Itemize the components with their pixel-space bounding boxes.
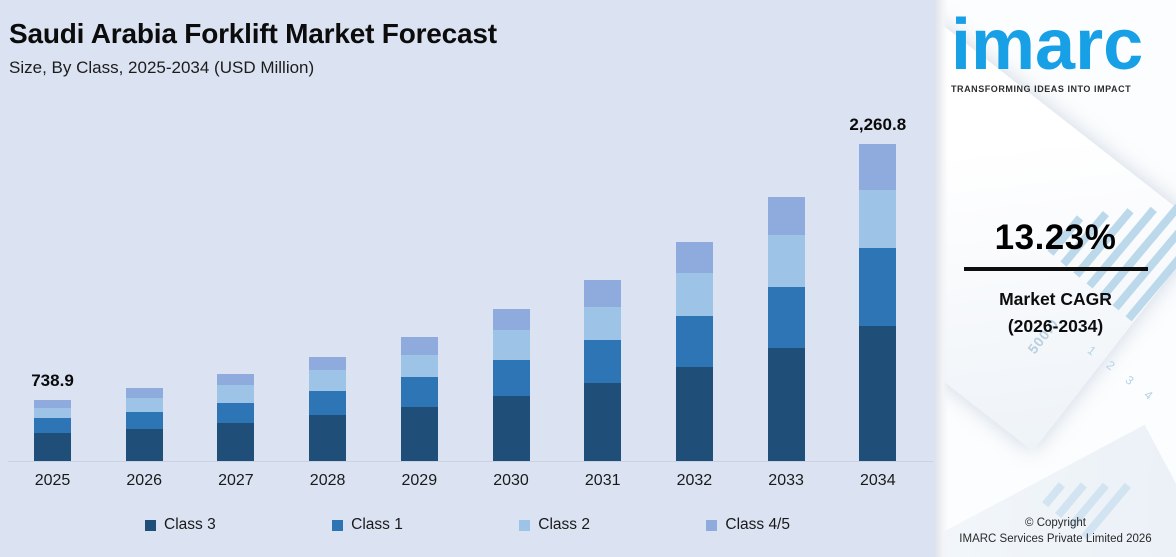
bar-2033: 2033 [767, 197, 805, 489]
copyright: © Copyright IMARC Services Private Limit… [935, 515, 1176, 548]
x-axis-label-2028: 2028 [309, 472, 346, 489]
bar-2032: 2032 [675, 242, 713, 489]
bar-value-label-2025: 738.9 [31, 371, 74, 390]
x-axis-label-2025: 2025 [34, 472, 71, 489]
imarc-tagline: TRANSFORMING IDEAS INTO IMPACT [951, 83, 1132, 94]
bar-segment-class-3 [309, 415, 347, 461]
copyright-line2: IMARC Services Private Limited 2026 [959, 533, 1152, 546]
legend-label: Class 1 [351, 516, 403, 533]
bar-segment-class-4-5 [125, 388, 163, 398]
x-axis-label-2027: 2027 [218, 472, 254, 489]
imarc-logo-text: imarc [951, 5, 1144, 85]
bar-segment-class-3 [859, 326, 897, 461]
x-axis-label-2032: 2032 [676, 472, 713, 489]
chart-subtitle: Size, By Class, 2025-2034 (USD Million) [9, 58, 315, 77]
x-axis-label-2034: 2034 [860, 472, 896, 489]
bar-segment-class-1 [309, 391, 347, 415]
bar-segment-class-3 [34, 433, 71, 461]
cagr-label-line2: (2026-2034) [1007, 316, 1104, 337]
bar-2026: 2026 [125, 388, 163, 489]
bar-segment-class-4-5 [767, 197, 805, 235]
bar-segment-class-1 [859, 248, 897, 326]
bar-segment-class-1 [584, 340, 622, 383]
brand-panel: 500.0 1 2 3 4 imarc TRANSFORMING IDEAS I… [935, 0, 1176, 557]
legend-swatch-icon [145, 519, 156, 531]
x-axis-label-2033: 2033 [768, 472, 804, 489]
bar-segment-class-2 [859, 190, 897, 248]
legend-item-class-4-5: Class 4/5 [706, 516, 790, 534]
legend-label: Class 4/5 [725, 516, 790, 533]
chart-panel: Saudi Arabia Forklift Market Forecast Si… [0, 0, 935, 557]
bar-segment-class-3 [492, 396, 530, 461]
bar-chart: 738.9 2025 2026 2027 2028 2029 2030 2031 2032 203… [0, 100, 935, 489]
copyright-line1: © Copyright [1025, 516, 1086, 529]
bar-segment-class-4-5 [34, 400, 71, 408]
bar-segment-class-2 [309, 370, 347, 391]
bar-segment-class-3 [584, 383, 622, 461]
imarc-logo: imarc TRANSFORMING IDEAS INTO IMPACT [951, 5, 1168, 94]
bar-2028: 2028 [309, 357, 347, 489]
bar-segment-class-4-5 [584, 280, 622, 307]
bar-segment-class-1 [125, 412, 163, 429]
bar-segment-class-2 [675, 273, 713, 316]
legend-item-class-2: Class 2 [519, 516, 590, 534]
bar-2027: 2027 [217, 374, 255, 489]
x-axis-label-2031: 2031 [584, 472, 621, 489]
bar-segment-class-2 [125, 398, 163, 412]
bar-segment-class-3 [400, 407, 438, 461]
bar-segment-class-1 [767, 287, 805, 348]
legend-item-class-3: Class 3 [145, 516, 216, 534]
bar-segment-class-2 [492, 330, 530, 360]
page-title: Saudi Arabia Forklift Market Forecast [9, 18, 497, 49]
bar-segment-class-3 [767, 348, 805, 461]
bar-segment-class-4-5 [309, 357, 347, 370]
x-axis-line [8, 461, 933, 462]
x-axis-label-2029: 2029 [401, 472, 438, 489]
cagr-block: 13.23% Market CAGR (2026-2034) [935, 218, 1176, 340]
bar-segment-class-1 [34, 418, 71, 433]
bar-segment-class-3 [125, 429, 163, 461]
chart-header: Saudi Arabia Forklift Market Forecast Si… [9, 18, 497, 78]
bar-segment-class-3 [675, 367, 713, 461]
legend-swatch-icon [706, 519, 718, 531]
legend-label: Class 2 [538, 516, 590, 533]
bar-segment-class-4-5 [859, 144, 897, 190]
bar-segment-class-3 [217, 423, 255, 461]
legend-label: Class 3 [164, 516, 216, 533]
legend-swatch-icon [332, 519, 344, 531]
bar-2030: 2030 [492, 309, 530, 489]
bar-segment-class-2 [217, 385, 255, 403]
cagr-label-line1: Market CAGR [999, 289, 1112, 309]
bar-segment-class-4-5 [492, 309, 530, 330]
decor-axis-digits: 1 2 3 4 [1085, 343, 1162, 407]
cagr-divider [963, 267, 1148, 271]
bar-segment-class-4-5 [400, 337, 438, 355]
bar-2025: 738.9 2025 [31, 371, 74, 489]
x-axis-label-2026: 2026 [126, 472, 162, 489]
bar-2031: 2031 [584, 280, 622, 489]
bar-segment-class-2 [767, 235, 805, 287]
bar-segment-class-1 [217, 403, 255, 423]
bar-segment-class-1 [675, 316, 713, 367]
bar-segment-class-1 [492, 360, 530, 396]
legend-item-class-1: Class 1 [332, 516, 403, 534]
bar-segment-class-4-5 [217, 374, 255, 385]
x-axis-label-2030: 2030 [493, 472, 529, 489]
bar-segment-class-2 [400, 355, 438, 377]
panel-divider [935, 0, 948, 557]
bar-segment-class-4-5 [675, 242, 713, 273]
bar-segment-class-1 [400, 377, 438, 407]
legend-swatch-icon [519, 519, 531, 531]
bar-2034: 2,260.8 2034 [849, 115, 906, 489]
bar-segment-class-2 [34, 408, 71, 418]
cagr-value: 13.23% [994, 218, 1117, 257]
bar-segment-class-2 [584, 307, 622, 340]
chart-legend: Class 3 Class 1 Class 2 Class 4/5 [145, 516, 790, 534]
bar-value-label-2034: 2,260.8 [849, 115, 907, 134]
bar-2029: 2029 [400, 337, 438, 489]
